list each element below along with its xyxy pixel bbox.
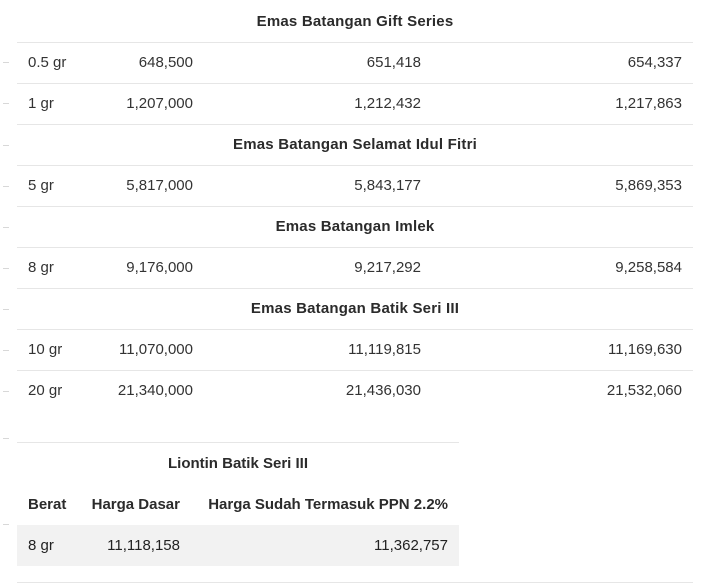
section-title-idul-fitri: Emas Batangan Selamat Idul Fitri (17, 125, 693, 166)
table-row: 10 gr 11,070,000 11,119,815 11,169,630 (17, 330, 693, 371)
divider (17, 582, 693, 583)
weight-cell: 20 gr (28, 382, 63, 399)
price-cell: 11,119,815 (348, 341, 421, 358)
header-berat: Berat (28, 496, 67, 513)
edge-marker (3, 309, 9, 310)
edge-marker (3, 103, 9, 104)
table-row: 5 gr 5,817,000 5,843,177 5,869,353 (17, 166, 693, 207)
edge-marker (3, 186, 9, 187)
price-cell: 21,532,060 (606, 382, 682, 399)
table-row: 8 gr 11,118,158 11,362,757 (17, 525, 459, 566)
edge-marker (3, 524, 9, 525)
price-cell: 5,843,177 (354, 177, 421, 194)
section-title-imlek: Emas Batangan Imlek (17, 207, 693, 248)
header-harga-dasar: Harga Dasar (91, 496, 180, 513)
table-row: 20 gr 21,340,000 21,436,030 21,532,060 (17, 371, 693, 411)
price-cell: 11,169,630 (608, 341, 682, 358)
liontin-table-title: Liontin Batik Seri III (167, 455, 309, 472)
gold-price-table: Emas Batangan Gift Series 0.5 gr 648,500… (17, 2, 693, 411)
weight-cell: 1 gr (28, 95, 54, 112)
table-row: 1 gr 1,207,000 1,212,432 1,217,863 (17, 84, 693, 125)
price-cell: 654,337 (627, 54, 682, 71)
liontin-price-table: Liontin Batik Seri III Berat Harga Dasar… (17, 442, 459, 566)
price-cell: 651,418 (366, 54, 421, 71)
weight-cell: 5 gr (28, 177, 54, 194)
price-cell: 1,217,863 (615, 95, 682, 112)
table-row: 0.5 gr 648,500 651,418 654,337 (17, 43, 693, 84)
price-cell: 5,869,353 (615, 177, 682, 194)
price-cell: 648,500 (138, 54, 193, 71)
edge-marker (3, 350, 9, 351)
weight-cell: 10 gr (28, 341, 63, 358)
price-cell: 11,070,000 (119, 341, 193, 358)
edge-marker (3, 268, 9, 269)
price-cell: 21,340,000 (117, 382, 193, 399)
weight-cell: 8 gr (28, 537, 54, 554)
table-header-row: Berat Harga Dasar Harga Sudah Termasuk P… (17, 484, 459, 525)
price-cell: 9,217,292 (354, 259, 421, 276)
edge-marker (3, 145, 9, 146)
price-cell: 9,176,000 (126, 259, 193, 276)
price-cell: 21,436,030 (345, 382, 421, 399)
price-cell: 1,212,432 (354, 95, 421, 112)
weight-cell: 0.5 gr (28, 54, 67, 71)
header-harga-ppn: Harga Sudah Termasuk PPN 2.2% (208, 496, 448, 513)
table-row: 8 gr 9,176,000 9,217,292 9,258,584 (17, 248, 693, 289)
edge-marker (3, 227, 9, 228)
price-cell: 9,258,584 (615, 259, 682, 276)
price-cell: 5,817,000 (126, 177, 193, 194)
section-title-batik-seri-iii: Emas Batangan Batik Seri III (17, 289, 693, 330)
edge-marker (3, 391, 9, 392)
edge-marker (3, 438, 9, 439)
price-cell: 11,362,757 (374, 537, 448, 554)
edge-marker (3, 62, 9, 63)
price-cell: 11,118,158 (107, 537, 180, 554)
weight-cell: 8 gr (28, 259, 54, 276)
section-title-gift-series: Emas Batangan Gift Series (17, 2, 693, 43)
price-cell: 1,207,000 (126, 95, 193, 112)
